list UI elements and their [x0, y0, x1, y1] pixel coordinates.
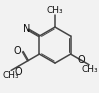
- Text: CH₃: CH₃: [47, 6, 63, 15]
- Text: N: N: [23, 24, 30, 34]
- Text: O: O: [15, 67, 22, 77]
- Text: CH₃: CH₃: [81, 65, 98, 74]
- Text: CH₃: CH₃: [2, 71, 19, 80]
- Text: O: O: [14, 46, 21, 56]
- Text: O: O: [77, 55, 85, 65]
